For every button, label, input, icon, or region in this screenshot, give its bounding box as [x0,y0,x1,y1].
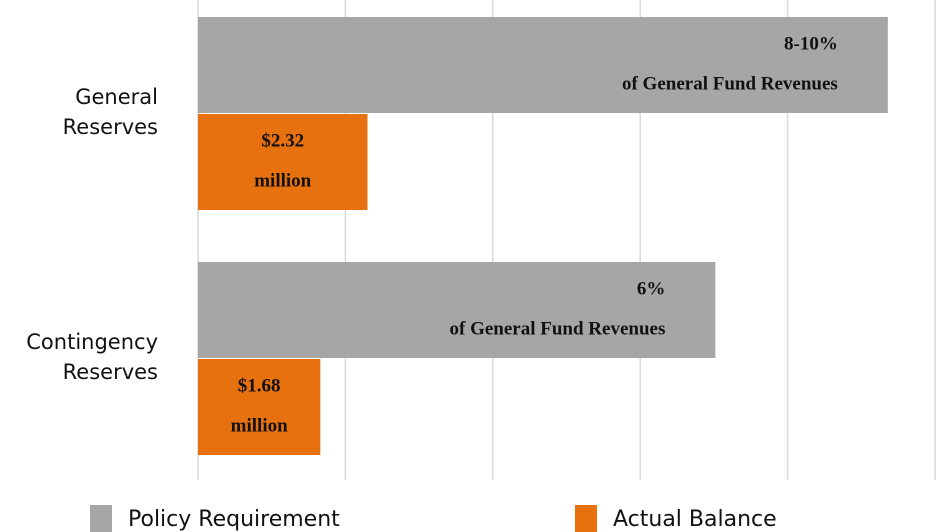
bar-label: of General Fund Revenues [622,73,838,94]
bar-label: 6% [637,278,666,299]
bar [198,262,716,358]
legend-label: Actual Balance [613,507,777,532]
category-label: General Reserves [63,85,158,139]
bar [198,17,888,113]
legend-label: Policy Requirement [128,507,340,532]
bar-label: 8-10% [784,33,838,54]
bar-label: $1.68 [238,375,281,396]
bar-label: million [231,415,288,436]
category-label: Contingency Reserves [26,330,158,384]
bar [198,359,321,455]
bar [198,114,368,210]
bar-label: million [254,170,311,191]
legend-swatch [90,505,112,532]
bar-label: $2.32 [261,130,304,151]
legend-swatch [575,505,597,532]
bar-label: of General Fund Revenues [450,318,666,339]
